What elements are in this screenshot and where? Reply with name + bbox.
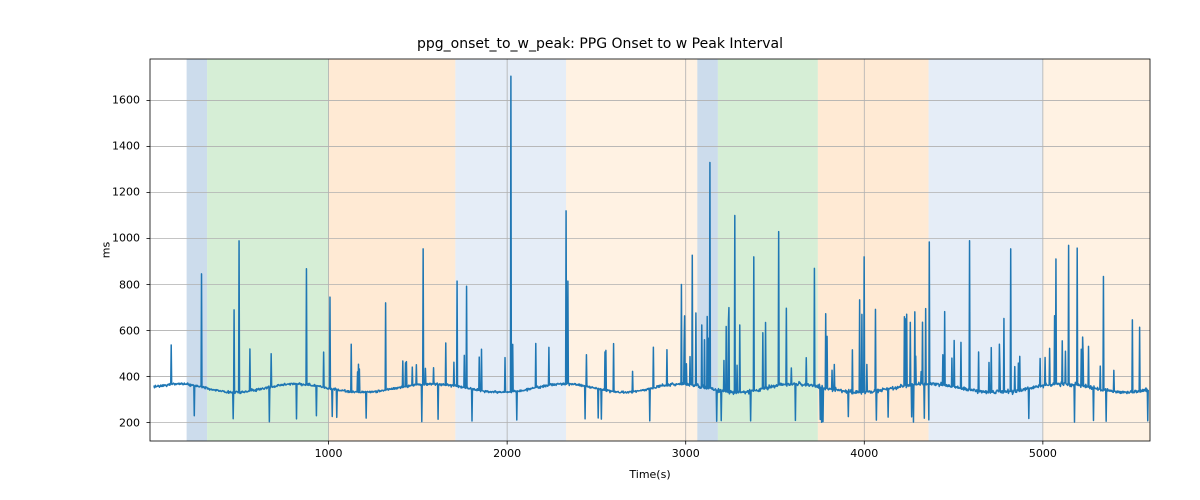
plot-svg [0,0,1200,500]
y-axis-label: ms [100,150,113,350]
x-axis-label: Time(s) [629,468,670,481]
y-tick-label: 600 [100,324,140,337]
segment-band [718,59,818,441]
x-tick-label: 2000 [493,447,521,460]
x-tick-label: 4000 [850,447,878,460]
x-tick-label: 5000 [1029,447,1057,460]
y-tick-label: 200 [100,416,140,429]
y-tick-label: 400 [100,370,140,383]
figure: ppg_onset_to_w_peak: PPG Onset to w Peak… [0,0,1200,500]
x-tick-label: 3000 [672,447,700,460]
y-tick-label: 1600 [100,94,140,107]
y-tick-label: 1400 [100,140,140,153]
y-tick-label: 800 [100,278,140,291]
y-tick-label: 1200 [100,186,140,199]
x-tick-label: 1000 [315,447,343,460]
y-tick-label: 1000 [100,232,140,245]
